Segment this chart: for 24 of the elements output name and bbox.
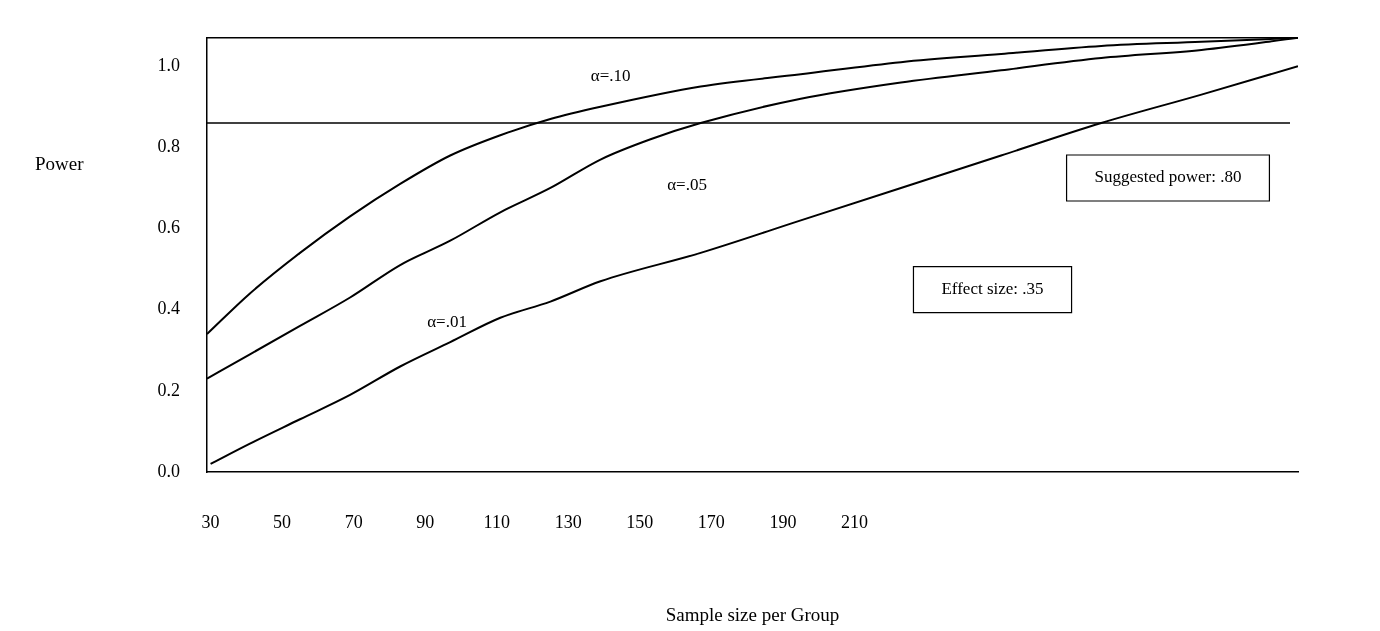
x-tick-label: 130 xyxy=(554,511,582,532)
text: α=.05 xyxy=(667,174,707,194)
x-tick-label: 30 xyxy=(201,511,220,532)
series-label: α=.10 xyxy=(590,66,631,86)
y-tick-label: 0.8 xyxy=(157,136,180,157)
x-tick-label: 90 xyxy=(416,511,435,532)
series-label: α=.01 xyxy=(427,311,467,331)
x-tick-label: 170 xyxy=(697,511,725,532)
ref-line-label: Suggested power: .80 xyxy=(1094,167,1242,187)
y-tick-label: 0.4 xyxy=(157,298,180,319)
x-tick-label: 70 xyxy=(344,511,363,532)
x-tick-label: 50 xyxy=(273,511,292,532)
x-tick-label: 150 xyxy=(626,511,654,532)
x-tick-label: 190 xyxy=(769,511,797,532)
y-tick-label: 0.0 xyxy=(157,460,180,481)
y-tick-label: 0.2 xyxy=(157,379,180,400)
x-tick-label: 110 xyxy=(483,511,510,532)
line-series xyxy=(209,65,1298,465)
x-axis-title: Sample size per Group xyxy=(665,603,840,625)
x-tick-label: 210 xyxy=(840,511,868,532)
y-axis-title: Power xyxy=(35,152,85,174)
y-tick-label: 1.0 xyxy=(157,54,180,75)
y-tick-label: 0.6 xyxy=(157,217,180,238)
annotation: Effect size: .35 xyxy=(941,279,1044,299)
